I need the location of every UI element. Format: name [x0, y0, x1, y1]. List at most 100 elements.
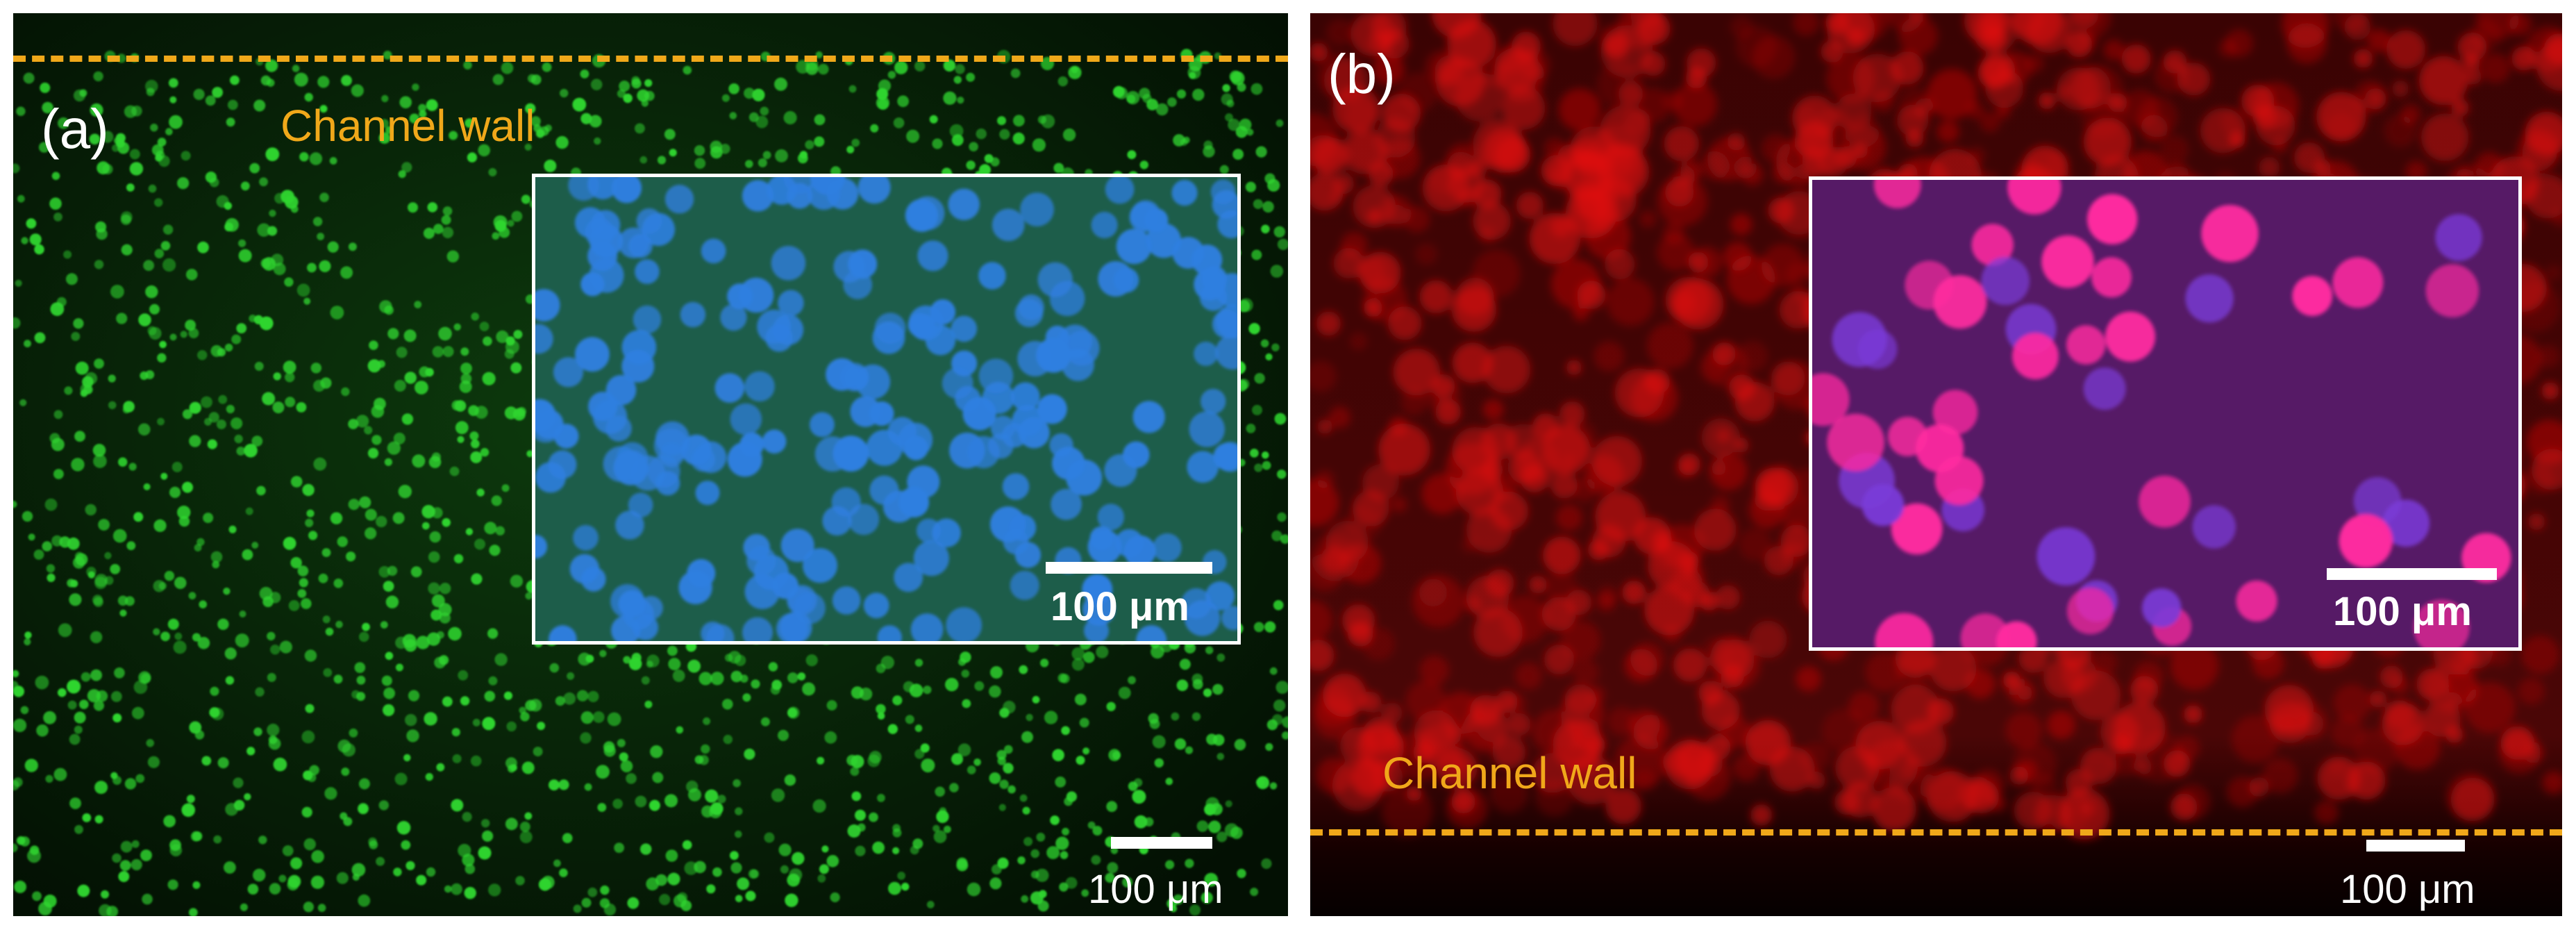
green-cell	[1262, 460, 1271, 470]
green-cell	[451, 799, 464, 812]
green-cell	[525, 592, 533, 600]
blue-nucleus	[948, 188, 980, 220]
green-cell	[212, 87, 223, 98]
green-cell	[515, 876, 525, 886]
green-cell	[990, 666, 1003, 679]
blue-nucleus	[1194, 341, 1219, 366]
green-cell	[309, 765, 319, 776]
green-cell	[108, 401, 117, 410]
green-cell	[955, 64, 965, 74]
green-cell	[287, 879, 299, 891]
green-cell	[234, 434, 243, 444]
magenta-nucleus	[2425, 264, 2479, 317]
green-cell	[101, 131, 114, 143]
green-cell	[669, 149, 677, 157]
red-cell-region	[1559, 401, 1585, 427]
red-cell-region	[1726, 255, 1776, 304]
magenta-nucleus	[1933, 275, 1987, 329]
inset-b-cells	[1812, 180, 2518, 647]
green-cell	[1134, 815, 1148, 829]
green-cell	[1189, 904, 1201, 916]
green-cell	[69, 797, 81, 809]
green-cell	[251, 435, 263, 447]
green-cell	[96, 690, 108, 702]
green-cell	[1071, 658, 1085, 671]
green-cell	[848, 85, 857, 93]
magenta-nucleus	[2201, 205, 2259, 263]
red-cell-region	[1693, 508, 1737, 551]
red-cell-region	[1734, 156, 1757, 179]
red-cell-region	[1683, 581, 1710, 608]
blue-nucleus	[910, 613, 944, 641]
red-cell-region	[2480, 53, 2511, 83]
green-cell	[217, 757, 229, 769]
inset-b-scale-label: 100 μm	[2333, 589, 2472, 634]
green-cell	[403, 754, 411, 762]
green-cell	[799, 151, 808, 159]
green-cell	[148, 184, 157, 193]
green-cell	[1165, 777, 1173, 786]
green-cell	[303, 297, 311, 305]
green-cell	[307, 773, 317, 782]
red-cell-region	[1473, 202, 1511, 240]
green-cell	[197, 350, 208, 360]
blue-nucleus	[1201, 388, 1226, 415]
red-cell-region	[1671, 290, 1696, 315]
blue-nucleus	[1017, 340, 1053, 376]
green-cell	[578, 652, 592, 666]
green-cell	[694, 158, 706, 169]
green-cell	[126, 541, 136, 551]
green-cell	[1234, 738, 1246, 751]
green-cell	[169, 96, 177, 103]
green-cell	[1270, 265, 1284, 278]
blue-nucleus	[1221, 606, 1237, 631]
green-cell	[846, 754, 858, 766]
red-cell-region	[1536, 779, 1573, 817]
red-cell-region	[1779, 290, 1817, 329]
green-cell	[174, 576, 187, 590]
green-cell	[317, 76, 330, 88]
green-cell	[224, 201, 232, 210]
green-cell	[416, 636, 430, 649]
red-cell-region	[1466, 575, 1509, 619]
green-cell	[93, 71, 103, 82]
red-cell-region	[1972, 13, 2018, 53]
green-cell	[182, 481, 193, 493]
red-cell-region	[2465, 68, 2482, 85]
green-cell	[649, 799, 660, 811]
green-cell	[1079, 717, 1089, 728]
green-cell	[1273, 600, 1284, 611]
green-cell	[752, 88, 765, 101]
green-cell	[855, 809, 866, 821]
red-cell-region	[2200, 108, 2245, 153]
red-cell-region	[1359, 251, 1401, 294]
green-cell	[233, 799, 245, 811]
red-cell-region	[1750, 804, 1773, 826]
red-cell-region	[2527, 420, 2562, 465]
green-cell	[290, 205, 299, 213]
green-cell	[218, 395, 228, 404]
red-cell-region	[1964, 779, 1999, 814]
red-cell-region	[1663, 222, 1684, 244]
green-cell	[399, 96, 412, 109]
green-cell	[989, 685, 1001, 698]
red-cell-region	[1572, 304, 1590, 322]
green-cell	[224, 343, 233, 352]
green-cell	[74, 725, 83, 734]
red-cell-region	[1497, 53, 1546, 103]
green-cell	[273, 757, 287, 772]
red-cell-region	[2066, 31, 2093, 58]
blue-nucleus	[1216, 305, 1237, 338]
red-cell-region	[1353, 185, 1396, 229]
blue-nucleus	[762, 429, 787, 454]
green-cell	[401, 840, 411, 850]
red-cell-region	[1737, 340, 1768, 372]
green-cell	[165, 128, 173, 135]
red-cell-region	[2425, 661, 2477, 713]
blue-nucleus	[1189, 411, 1225, 447]
red-cell-region	[2400, 104, 2420, 125]
green-cell	[71, 458, 85, 472]
red-cell-region	[2329, 759, 2345, 777]
green-cell	[745, 160, 753, 168]
red-cell-region	[1403, 206, 1430, 233]
